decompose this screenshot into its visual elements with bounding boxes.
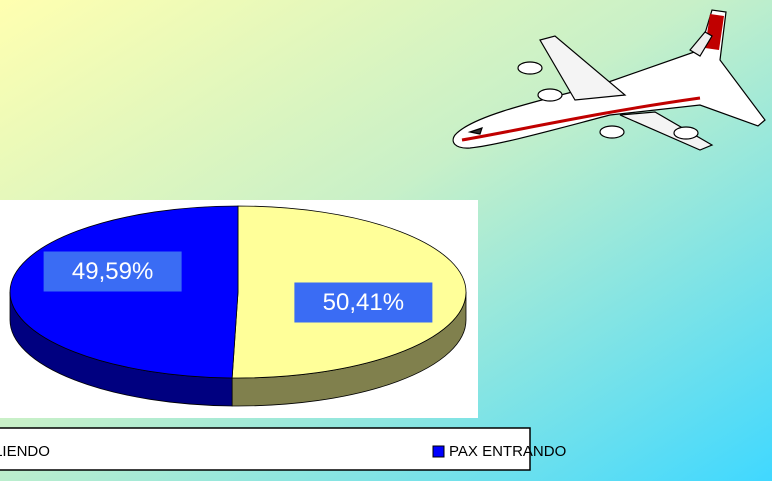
data-label-box xyxy=(43,251,182,292)
data-label: 49,59% xyxy=(72,258,153,285)
airplane xyxy=(452,9,766,151)
legend-label: PAX SALIENDO xyxy=(0,443,50,460)
data-label-box xyxy=(294,282,433,323)
pie-slice xyxy=(9,205,239,379)
data-label: 50,41% xyxy=(323,289,404,316)
legend-swatch xyxy=(432,445,445,458)
legend-label: PAX ENTRANDO xyxy=(449,443,566,460)
